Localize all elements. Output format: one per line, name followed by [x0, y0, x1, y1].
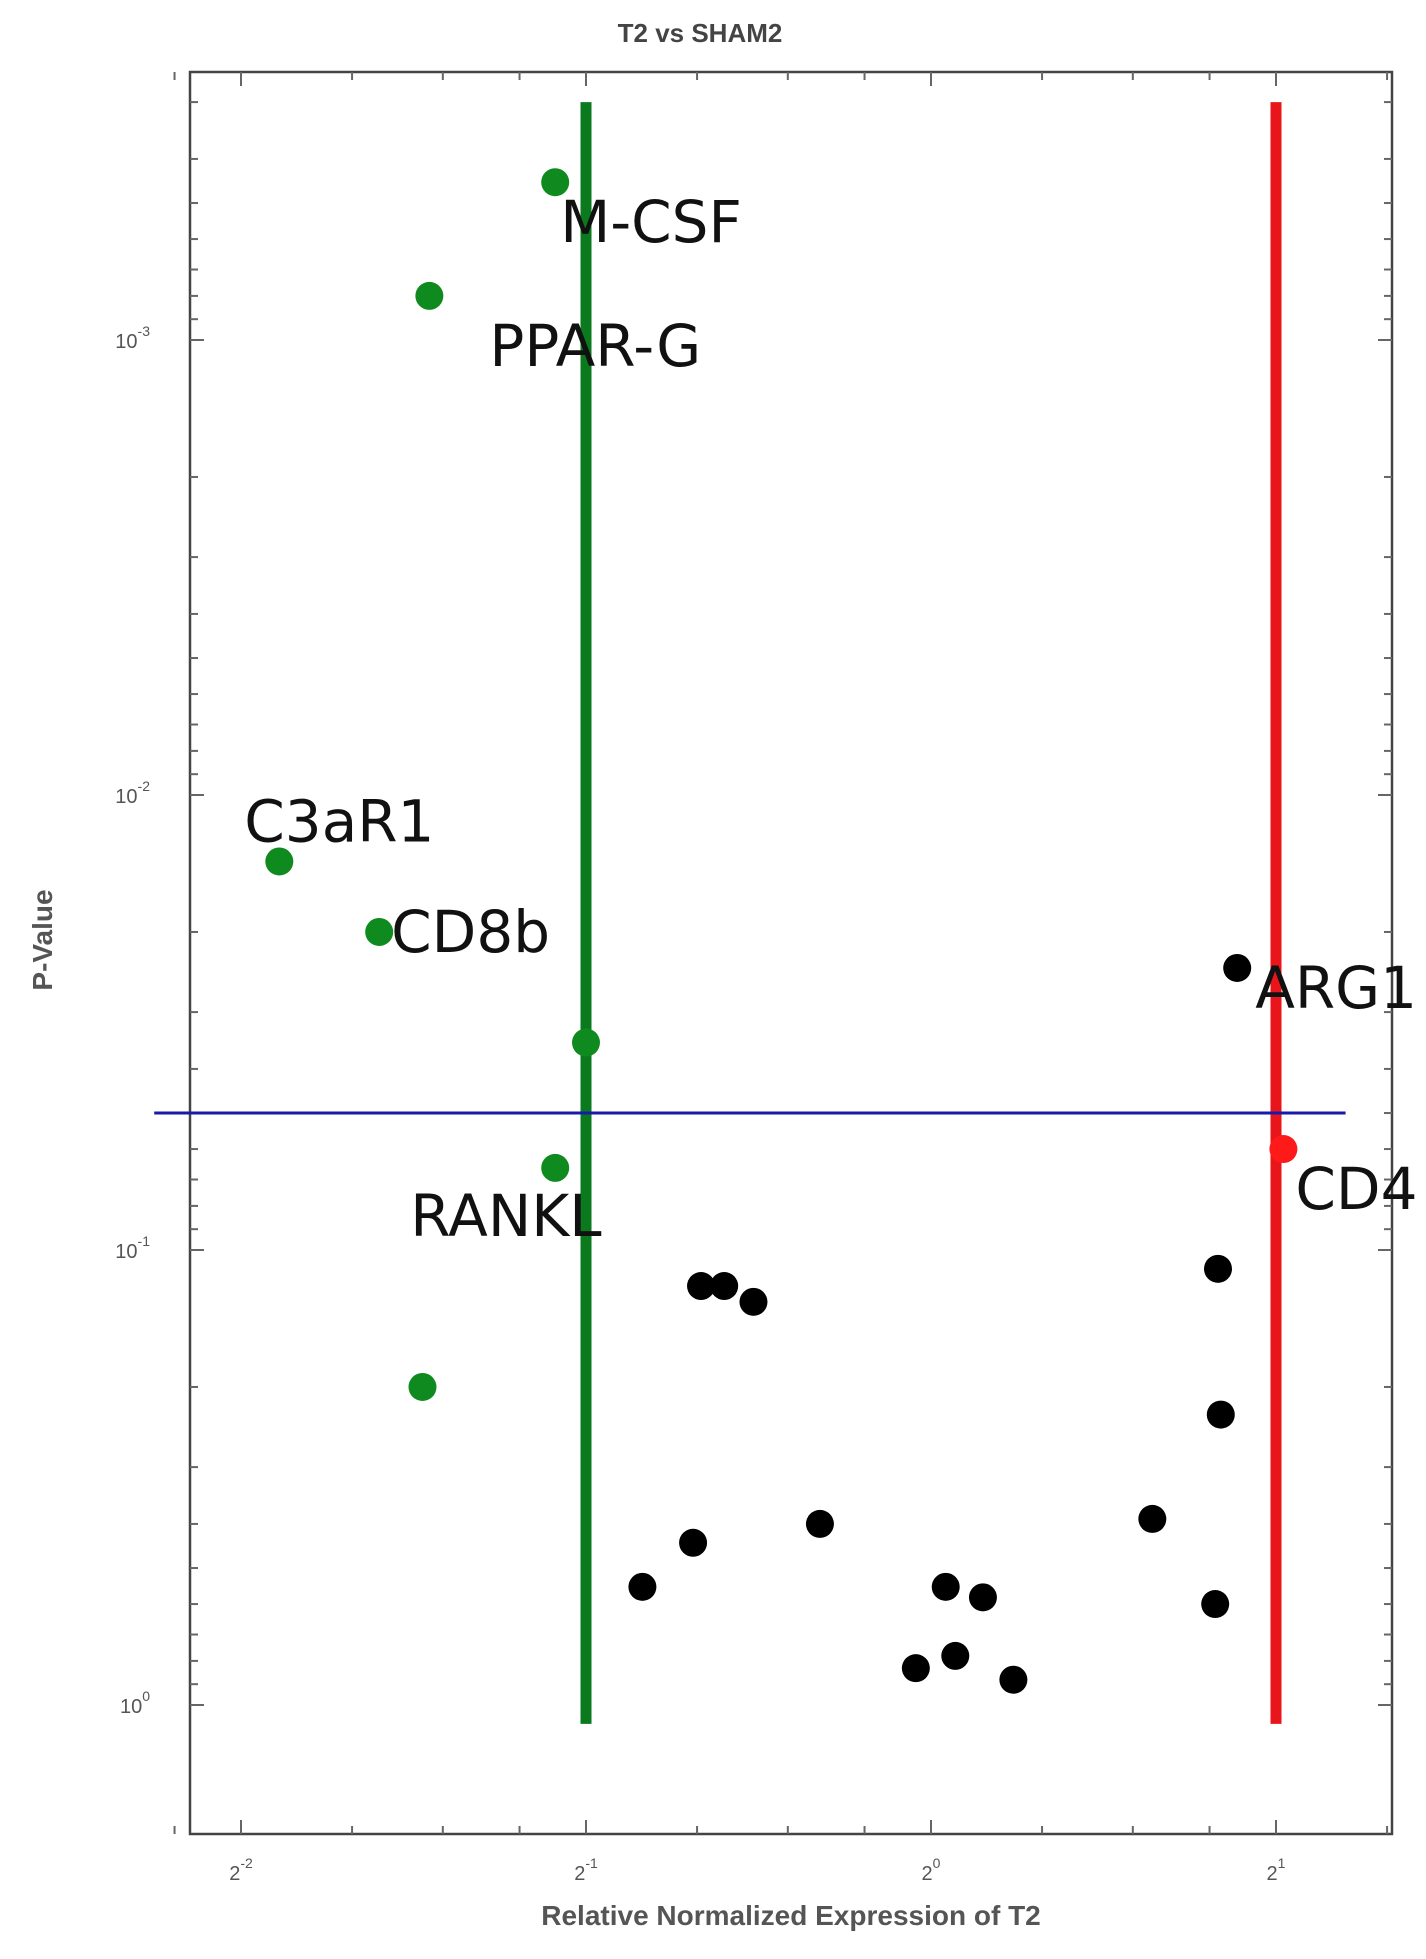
x-tick-label: 2-1 — [574, 1855, 598, 1885]
data-point-nochange — [999, 1665, 1028, 1694]
x-tick-label: 20 — [922, 1855, 941, 1885]
tick-labels: 10-3 10-2 10-1 100 2-2 2-1 20 21 — [115, 323, 1285, 1885]
threshold-lines — [154, 102, 1346, 1724]
data-point-nochange — [739, 1287, 768, 1316]
y-tick-label: 10-2 — [115, 778, 150, 808]
x-tick-label: 21 — [1267, 1855, 1286, 1885]
gene-label: CD4 — [1295, 1155, 1417, 1223]
data-point-nochange — [710, 1272, 739, 1301]
point-labels: M-CSF PPAR-G C3aR1 CD8b RANKL CD4 ARG1 — [244, 188, 1417, 1250]
y-tick-label: 10-3 — [115, 323, 150, 353]
plot-frame — [188, 70, 1394, 1836]
gene-label: M-CSF — [560, 188, 742, 256]
data-point-nochange — [1138, 1504, 1167, 1533]
data-point-down — [541, 1153, 570, 1182]
data-point-nochange — [901, 1654, 930, 1683]
data-point-nochange — [1223, 953, 1252, 982]
data-point-down — [408, 1372, 437, 1401]
gene-label: RANKL — [410, 1182, 601, 1250]
data-point-nochange — [968, 1583, 997, 1612]
data-point-nochange — [1206, 1400, 1235, 1429]
x-tick-label: 2-2 — [229, 1855, 253, 1885]
data-point-nochange — [941, 1641, 970, 1670]
axis-ticks — [173, 72, 1392, 1834]
data-point-down — [265, 847, 294, 876]
x-axis-title: Relative Normalized Expression of T2 — [541, 1900, 1041, 1931]
gene-label: CD8b — [391, 898, 550, 966]
data-point-nochange — [1201, 1590, 1230, 1619]
data-point-nochange — [931, 1572, 960, 1601]
data-point-down — [415, 281, 444, 310]
data-point-down — [572, 1028, 600, 1057]
data-point-nochange — [805, 1509, 834, 1538]
data-point-down — [365, 917, 394, 946]
data-point-nochange — [1203, 1254, 1232, 1283]
y-axis-title: P-Value — [27, 889, 58, 990]
gene-label: ARG1 — [1255, 954, 1417, 1022]
gene-label: C3aR1 — [244, 787, 434, 855]
data-points — [265, 168, 1298, 1694]
data-point-down — [541, 168, 570, 197]
data-point-nochange — [628, 1572, 657, 1601]
y-tick-label: 10-1 — [115, 1233, 150, 1263]
data-point-nochange — [679, 1528, 708, 1557]
data-point-up — [1269, 1135, 1298, 1164]
y-tick-label: 100 — [120, 1688, 150, 1718]
data-point-nochange — [687, 1272, 716, 1301]
chart-title: T2 vs SHAM2 — [618, 18, 783, 48]
gene-label: PPAR-G — [489, 312, 701, 380]
